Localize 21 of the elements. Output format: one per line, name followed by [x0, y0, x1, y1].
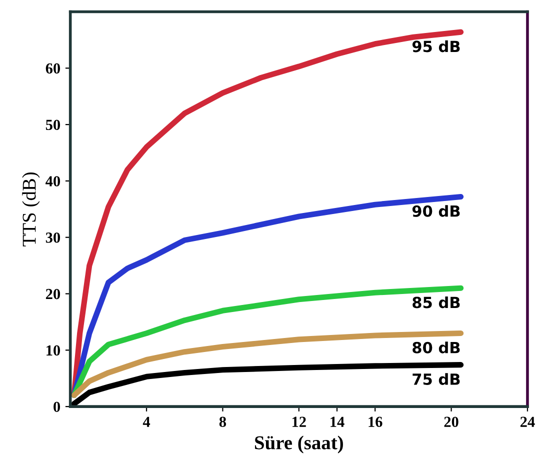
x-tick-label: 8: [219, 416, 226, 428]
y-tick-label: 0: [54, 402, 60, 412]
y-tick-label: 10: [46, 345, 60, 356]
x-tick-label: 12: [292, 416, 306, 427]
series-label: 95 dB: [412, 40, 460, 52]
series-label: 75 dB: [412, 373, 460, 385]
x-tick-label: 20: [444, 416, 458, 428]
y-tick-label: 30: [46, 232, 60, 243]
series-label: 85 dB: [412, 296, 460, 308]
x-tick-label: 16: [368, 416, 382, 428]
y-axis-title: TTS (dB): [22, 172, 40, 246]
x-tick-label: 14: [330, 416, 344, 427]
series-label: 80 dB: [412, 342, 460, 354]
x-axis-title: Süre (saat): [255, 436, 343, 454]
x-tick-label: 4: [142, 416, 150, 427]
y-tick-label: 50: [46, 120, 60, 130]
y-tick-label: 40: [46, 176, 60, 186]
x-tick-label: 24: [520, 416, 535, 427]
y-tick-label: 20: [46, 288, 60, 300]
y-tick-label: 60: [46, 63, 60, 74]
series-label: 90 dB: [412, 205, 460, 217]
